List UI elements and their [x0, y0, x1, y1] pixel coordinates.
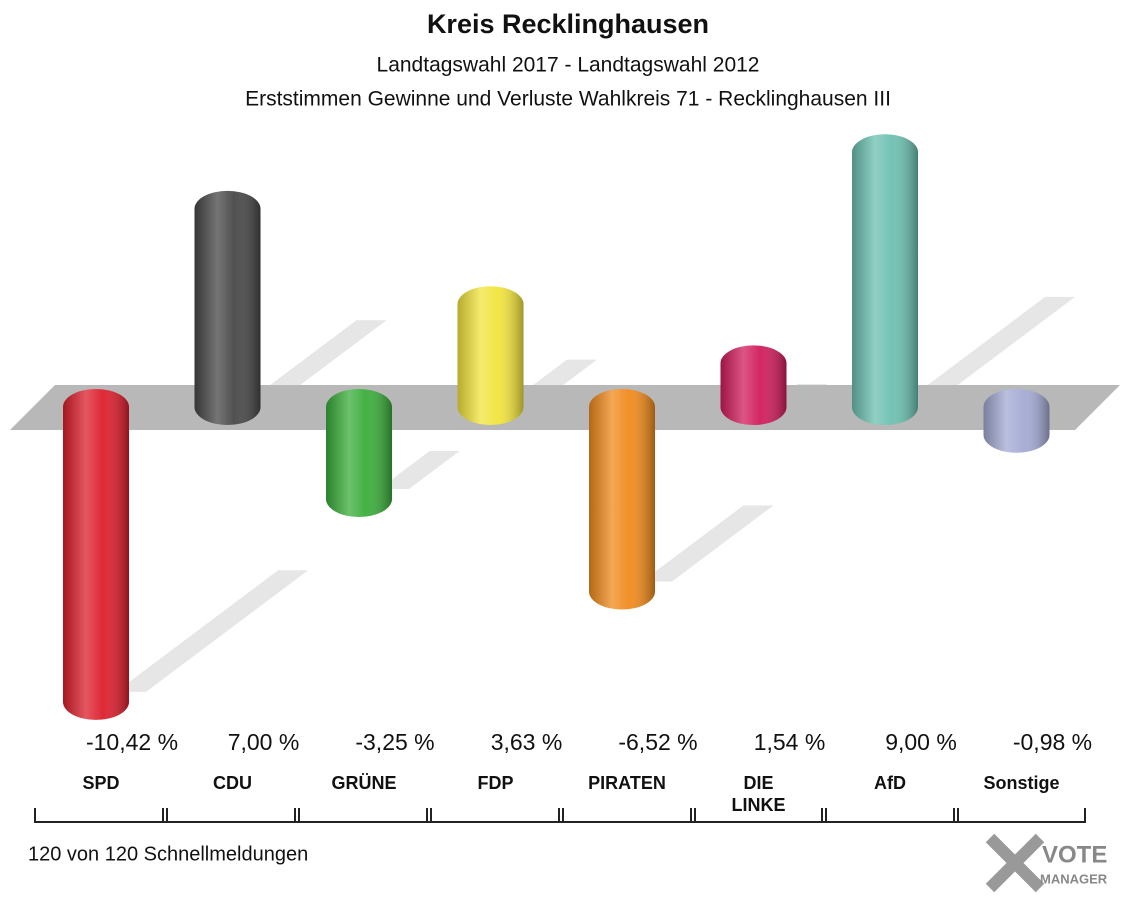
value-label: -3,25 %	[355, 729, 434, 755]
value-label: 7,00 %	[228, 729, 300, 755]
logo-text: MANAGER	[1040, 871, 1108, 886]
bar-shadow	[379, 451, 460, 489]
bar-shadow	[116, 570, 309, 692]
logo-text: VOTE	[1042, 841, 1107, 868]
category-label: GRÜNE	[331, 773, 397, 793]
bar-shade	[589, 389, 655, 610]
bar-shadow	[642, 505, 774, 582]
footnote: 120 von 120 Schnellmeldungen	[28, 843, 308, 865]
bar-shadow	[905, 296, 1076, 402]
value-label: 3,63 %	[491, 729, 563, 755]
category-label: DIE LINKE	[731, 773, 786, 815]
value-label: -10,42 %	[86, 729, 178, 755]
chart-title: Kreis Recklinghausen	[427, 9, 709, 39]
chart-subtitle: Landtagswahl 2017 - Landtagswahl 2012	[377, 54, 760, 77]
zero-band	[10, 385, 1120, 430]
bar-shade	[457, 286, 524, 425]
category-label: CDU	[213, 773, 252, 793]
bar-shade	[194, 190, 261, 425]
bar-shade	[720, 345, 787, 425]
category-label: AfD	[874, 773, 906, 793]
chart-subtitle: Erststimmen Gewinne und Verluste Wahlkre…	[245, 88, 891, 111]
category-label: FDP	[477, 773, 514, 793]
category-label: SPD	[82, 773, 120, 793]
value-label: -6,52 %	[618, 729, 697, 755]
bar-shade	[983, 389, 1050, 453]
bar-shade	[63, 389, 129, 720]
value-label: 9,00 %	[885, 729, 957, 755]
logo-icon	[985, 833, 1045, 893]
value-label: 1,54 %	[754, 729, 826, 755]
category-label: PIRATEN	[588, 773, 666, 793]
bar-shadow	[247, 320, 387, 402]
category-brackets	[34, 808, 1086, 823]
bar-shade	[326, 389, 392, 517]
category-label: Sonstige	[983, 773, 1060, 793]
bar-shade	[852, 134, 918, 426]
value-label: -0,98 %	[1013, 729, 1092, 755]
